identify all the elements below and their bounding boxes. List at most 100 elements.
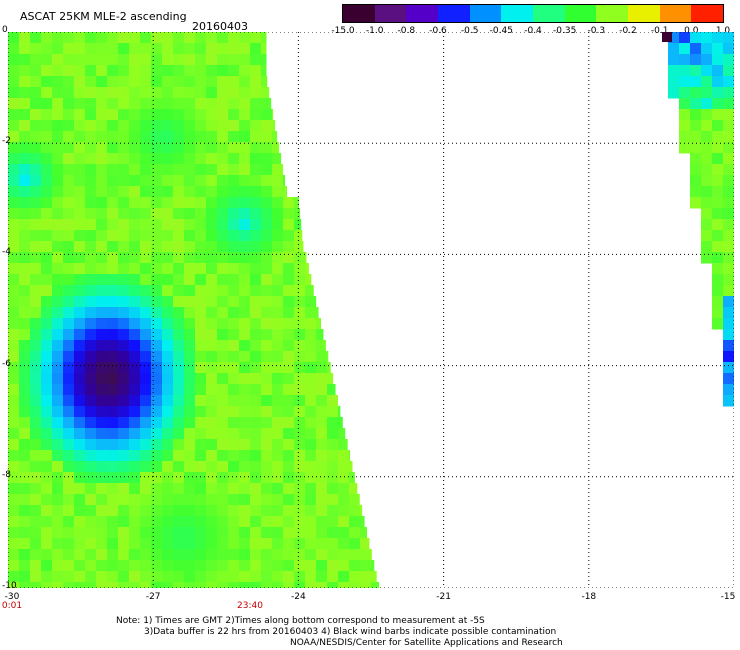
wind-cell (96, 153, 108, 165)
wind-cell (371, 560, 375, 572)
wind-cell (261, 285, 273, 297)
wind-cell (30, 428, 42, 440)
wind-cell (63, 329, 75, 341)
wind-cell (162, 54, 174, 66)
wind-cell (74, 186, 86, 198)
wind-cell (195, 483, 207, 495)
wind-cell (250, 164, 262, 176)
wind-cell (30, 329, 42, 341)
wind-cell (30, 285, 42, 297)
wind-cell (206, 395, 218, 407)
wind-cell (305, 571, 317, 583)
wind-cell (96, 505, 108, 517)
wind-cell (206, 406, 218, 418)
wind-cell (283, 483, 295, 495)
wind-cell (140, 549, 152, 561)
wind-cell (239, 582, 251, 588)
wind-cell (118, 98, 130, 110)
wind-cell (19, 153, 31, 165)
wind-cell (162, 560, 174, 572)
wind-cell (195, 527, 207, 539)
wind-cell (151, 252, 163, 264)
wind-cell (668, 54, 680, 66)
wind-cell (19, 296, 31, 308)
wind-cell (151, 186, 163, 198)
wind-cell (217, 329, 229, 341)
wind-cell (19, 351, 31, 363)
wind-cell (712, 120, 724, 132)
wind-cell (30, 373, 42, 385)
wind-cell (96, 516, 108, 528)
wind-cell (327, 560, 339, 572)
wind-cell (74, 505, 86, 517)
wind-cell (151, 494, 163, 506)
wind-cell (184, 230, 196, 242)
wind-cell (338, 450, 350, 462)
wind-cell (19, 560, 31, 572)
wind-cell (294, 417, 306, 429)
wind-cell (206, 428, 218, 440)
wind-cell (63, 208, 75, 220)
wind-cell (41, 516, 53, 528)
wind-cell (118, 219, 130, 231)
wind-cell (162, 538, 174, 550)
wind-cell (228, 197, 240, 209)
colorbar-label: 0.0 (684, 26, 699, 36)
wind-cell (184, 417, 196, 429)
wind-cell (140, 142, 152, 154)
wind-cell (41, 373, 53, 385)
wind-cell (195, 472, 207, 484)
colorbar-label: -0.2 (619, 26, 637, 36)
wind-cell (184, 208, 196, 220)
wind-cell (360, 527, 367, 539)
wind-cell (239, 43, 251, 55)
wind-cell (272, 417, 284, 429)
pass-time-label: 23:40 (237, 601, 263, 611)
wind-cell (30, 230, 42, 242)
wind-cell (63, 164, 75, 176)
wind-cell (228, 230, 240, 242)
wind-cell (151, 571, 163, 583)
wind-cell (118, 373, 130, 385)
wind-cell (217, 373, 229, 385)
wind-cell (261, 406, 273, 418)
wind-cell (118, 164, 130, 176)
wind-cell (261, 549, 273, 561)
wind-cell (679, 120, 691, 132)
wind-cell (8, 329, 20, 341)
wind-cell (228, 549, 240, 561)
wind-cell (195, 461, 207, 473)
wind-cell (228, 131, 240, 143)
wind-cell (283, 285, 295, 297)
wind-cell (162, 142, 174, 154)
wind-cell (327, 582, 339, 588)
wind-cell (8, 65, 20, 77)
wind-cell (63, 65, 75, 77)
wind-cell (52, 395, 64, 407)
wind-cell (206, 131, 218, 143)
wind-cell (96, 373, 108, 385)
wind-cell (52, 450, 64, 462)
wind-cell (184, 472, 196, 484)
wind-cell (140, 307, 152, 319)
wind-cell (41, 164, 53, 176)
colorbar-label: -15.0 (331, 26, 355, 36)
wind-cell (250, 516, 262, 528)
wind-cell (272, 450, 284, 462)
wind-cell (63, 494, 75, 506)
wind-cell (217, 263, 229, 275)
wind-cell (107, 395, 119, 407)
wind-cell (338, 461, 350, 473)
wind-cell (107, 351, 119, 363)
map-plot-area[interactable] (8, 32, 734, 588)
wind-cell (96, 538, 108, 550)
wind-cell (723, 153, 734, 165)
wind-cell (107, 582, 119, 588)
wind-cell (118, 43, 130, 55)
wind-cell (162, 285, 174, 297)
wind-cell (360, 549, 372, 561)
wind-cell (316, 516, 328, 528)
wind-cell (327, 472, 339, 484)
wind-cell (349, 494, 360, 506)
wind-cell (228, 252, 240, 264)
